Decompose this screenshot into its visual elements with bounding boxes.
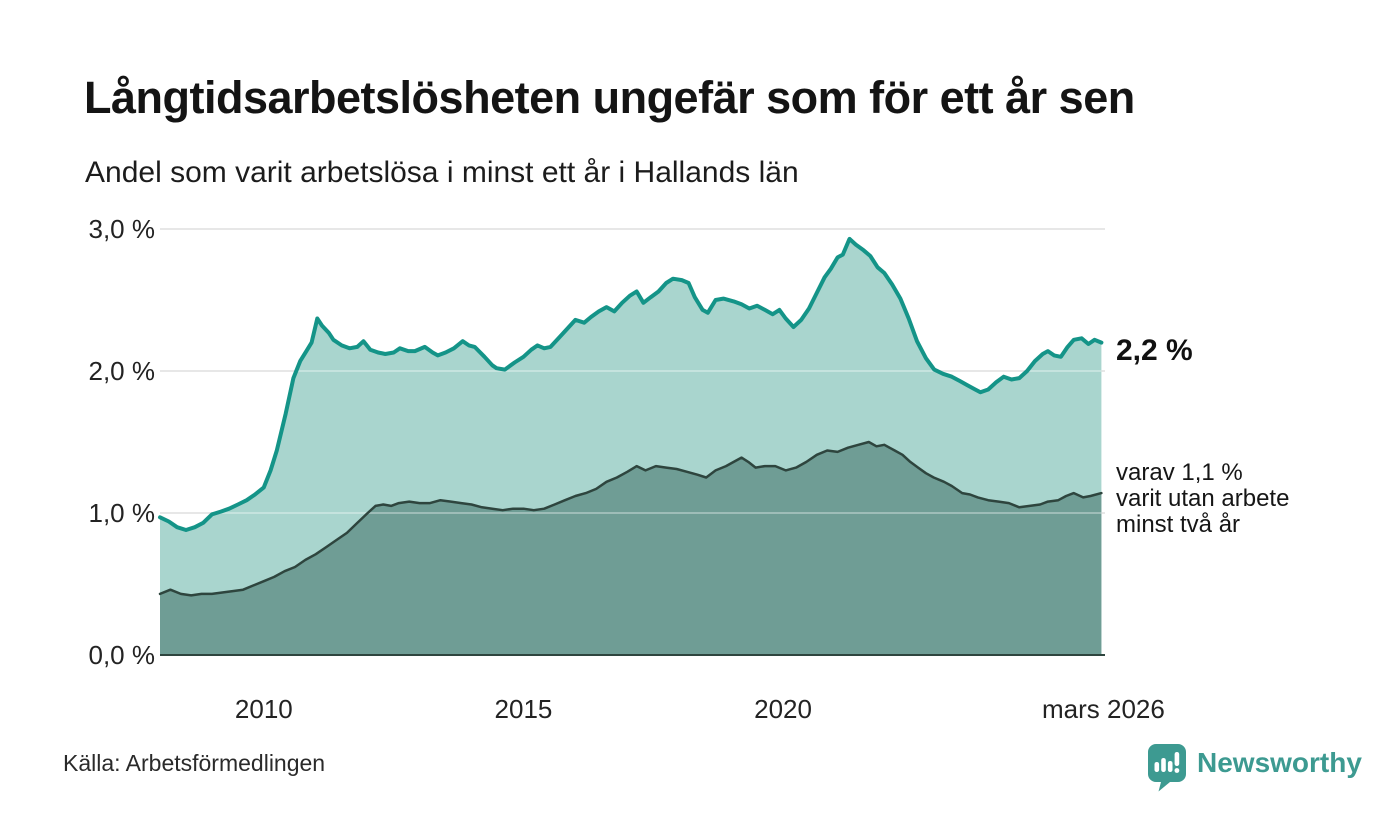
x-axis-tick: 2020 xyxy=(754,694,812,724)
brand-name: Newsworthy xyxy=(1197,747,1362,778)
y-axis-tick: 1,0 % xyxy=(88,498,156,528)
chart-subtitle: Andel som varit arbetslösa i minst ett å… xyxy=(85,156,799,189)
y-axis-tick: 0,0 % xyxy=(88,640,156,670)
x-axis-tick: mars 2026 xyxy=(1042,694,1165,724)
x-axis-tick: 2010 xyxy=(234,694,293,724)
brand-logo: Newsworthy xyxy=(1146,743,1362,792)
source-label: Källa: Arbetsförmedlingen xyxy=(63,750,326,776)
x-axis-tick: 2015 xyxy=(494,694,553,724)
series-line-0 xyxy=(158,236,1104,532)
series-area-1 xyxy=(160,442,1102,655)
chart-title: Långtidsarbetslösheten ungefär som för e… xyxy=(84,72,1135,123)
y-axis-tick: 3,0 % xyxy=(88,214,156,244)
series-line-1 xyxy=(158,440,1103,597)
end-note-label: varav 1,1 % varit utan arbete minst två … xyxy=(1116,459,1290,538)
y-axis-tick: 2,0 % xyxy=(88,356,156,386)
end-value-label: 2,2 % xyxy=(1116,334,1193,367)
newsworthy-icon xyxy=(1148,744,1186,792)
